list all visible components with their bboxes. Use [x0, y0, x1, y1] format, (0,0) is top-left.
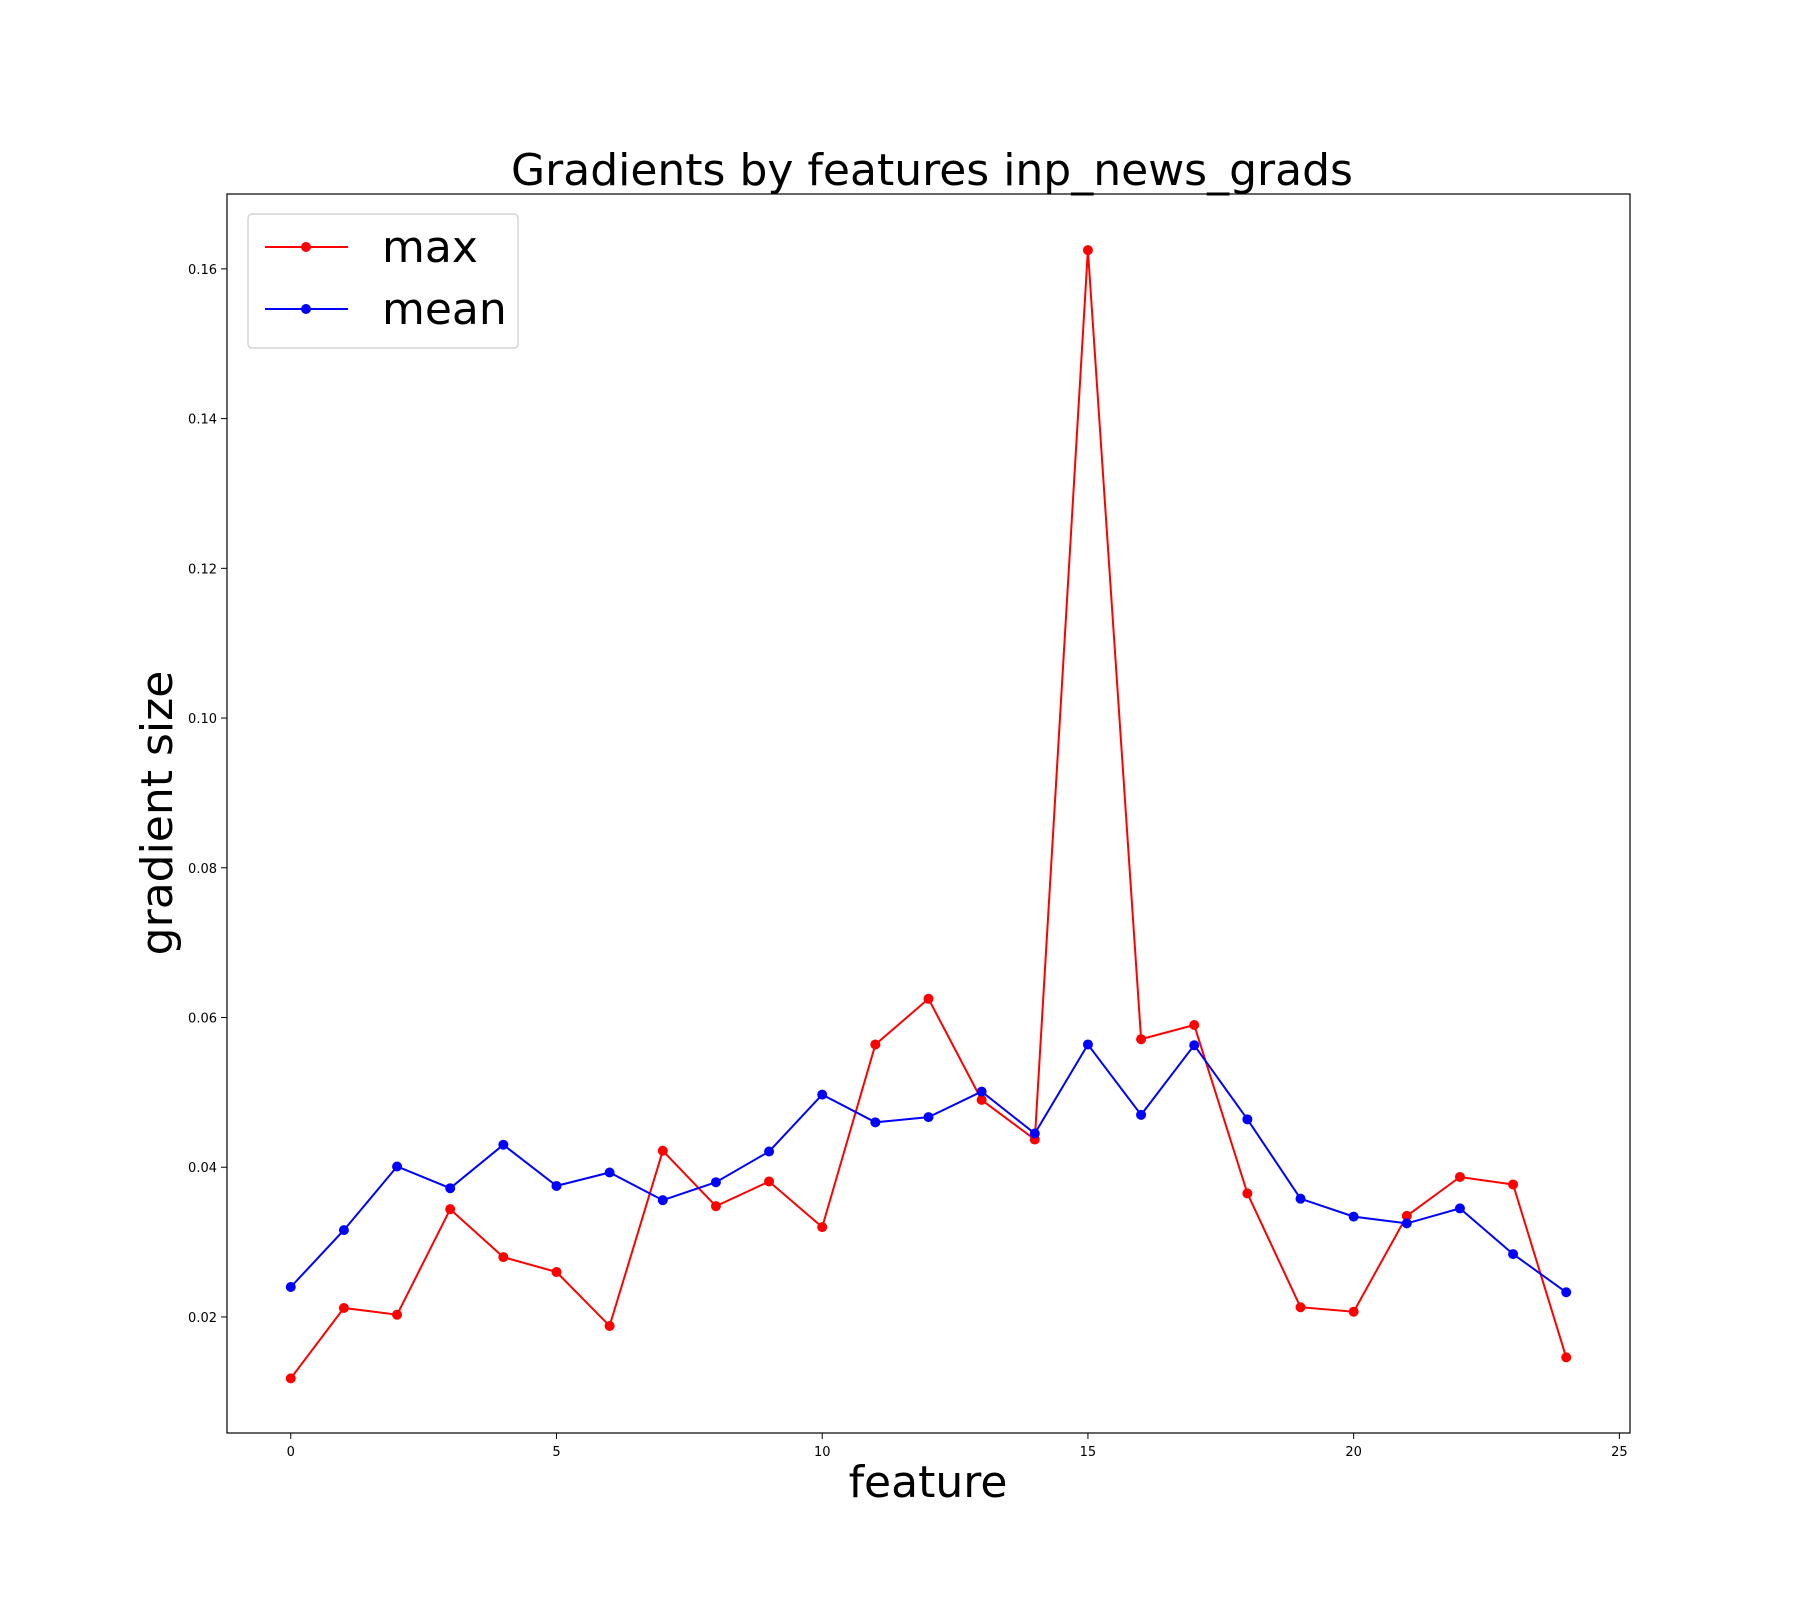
data-point-mean: [710, 1177, 721, 1188]
data-point-max: [1082, 245, 1093, 256]
data-point-max: [498, 1252, 509, 1263]
y-tick-label: 0.08: [188, 862, 217, 877]
x-tick-label: 5: [552, 1445, 560, 1460]
data-point-max: [338, 1302, 349, 1313]
y-tick-label: 0.06: [188, 1012, 217, 1027]
series-line-max: [290, 250, 1568, 1379]
data-point-max: [1454, 1171, 1465, 1182]
data-point-max: [1189, 1019, 1200, 1030]
x-axis-ticks: 0 5 10 15 20 25: [287, 1433, 1628, 1460]
y-tick-label: 0.04: [188, 1161, 217, 1176]
y-tick-label: 0.10: [188, 712, 217, 727]
plot-area: [285, 245, 1572, 1384]
y-axis-label: gradient size: [132, 671, 183, 956]
series-line-mean: [290, 1042, 1567, 1294]
data-point-max: [551, 1267, 562, 1278]
data-point-max: [285, 1373, 296, 1384]
data-point-mean: [1508, 1249, 1519, 1260]
data-point-mean: [1082, 1039, 1093, 1050]
legend-label-mean: mean: [382, 284, 507, 335]
data-point-mean: [1401, 1218, 1412, 1229]
data-point-mean: [285, 1282, 296, 1293]
y-tick-label: 0.14: [188, 413, 217, 428]
data-point-max: [392, 1309, 403, 1320]
data-point-mean: [551, 1180, 562, 1191]
data-point-max: [1508, 1179, 1519, 1190]
x-axis-label: feature: [849, 1457, 1008, 1508]
data-point-mean: [1348, 1211, 1359, 1222]
data-point-mean: [923, 1112, 934, 1123]
data-point-mean: [498, 1139, 509, 1150]
data-point-max: [817, 1222, 828, 1233]
x-tick-label: 0: [287, 1445, 295, 1460]
chart-title: Gradients by features inp_news_grads: [511, 145, 1353, 196]
x-tick-label: 25: [1611, 1445, 1628, 1460]
data-point-max: [870, 1039, 881, 1050]
data-point-max: [1136, 1034, 1147, 1045]
data-point-mean: [1295, 1193, 1306, 1204]
data-point-max: [710, 1201, 721, 1212]
data-point-max: [604, 1320, 615, 1331]
data-point-max: [1401, 1210, 1412, 1221]
data-point-mean: [338, 1225, 349, 1236]
data-point-max: [657, 1145, 668, 1156]
data-point-mean: [1136, 1109, 1147, 1120]
y-tick-label: 0.16: [188, 263, 217, 278]
data-point-mean: [817, 1089, 828, 1100]
y-tick-label: 0.12: [188, 562, 217, 577]
data-point-mean: [1189, 1040, 1200, 1051]
data-point-mean: [1454, 1203, 1465, 1214]
data-point-max: [1295, 1302, 1306, 1313]
data-point-mean: [870, 1117, 881, 1128]
data-point-mean: [392, 1161, 403, 1172]
data-point-mean: [657, 1195, 668, 1206]
x-tick-label: 20: [1345, 1445, 1362, 1460]
data-point-mean: [976, 1086, 987, 1097]
data-point-mean: [1242, 1114, 1253, 1125]
data-point-mean: [445, 1183, 456, 1194]
data-point-max: [1561, 1352, 1572, 1363]
data-point-max: [1348, 1306, 1359, 1317]
legend-label-max: max: [382, 222, 478, 273]
legend-marker-max: [301, 242, 311, 252]
data-point-max: [923, 993, 934, 1004]
x-tick-label: 15: [1080, 1445, 1097, 1460]
legend: max mean: [247, 213, 519, 349]
data-point-max: [976, 1094, 987, 1105]
data-point-mean: [1561, 1287, 1572, 1298]
plot-frame: [226, 193, 1631, 1434]
legend-marker-mean: [301, 304, 311, 314]
data-point-mean: [1029, 1128, 1040, 1139]
data-point-mean: [604, 1167, 615, 1178]
y-tick-label: 0.02: [188, 1311, 217, 1326]
x-tick-label: 10: [814, 1445, 831, 1460]
data-point-max: [1242, 1188, 1253, 1199]
data-point-mean: [764, 1146, 775, 1157]
data-point-max: [764, 1176, 775, 1187]
y-axis-ticks: 0.02 0.04 0.06 0.08 0.10 0.12 0.14 0.16: [188, 263, 227, 1326]
data-point-max: [445, 1204, 456, 1215]
